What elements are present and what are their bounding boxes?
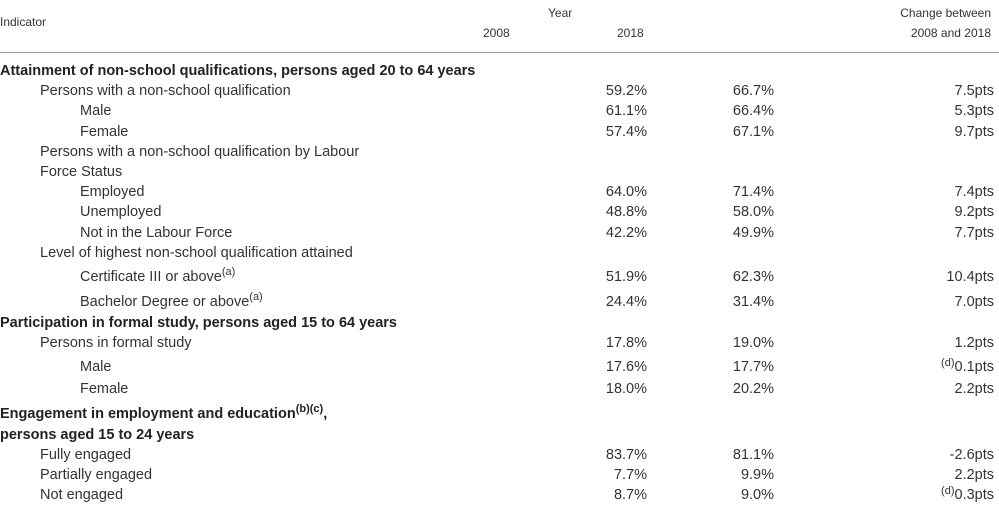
change-value: 2.2pts xyxy=(954,467,995,484)
value-2008: 59.2% xyxy=(605,83,647,100)
section-heading: Participation in formal study, persons a… xyxy=(0,315,397,332)
header-divider xyxy=(0,52,999,53)
value-2008: 7.7% xyxy=(613,467,647,484)
change-value: 10.4pts xyxy=(946,269,994,286)
table-row: Bachelor Degree or above(a) 24.4% 31.4% … xyxy=(0,288,999,313)
change-value: 7.5pts xyxy=(954,83,995,100)
value-2008: 83.7% xyxy=(605,446,647,463)
value-2018: 31.4% xyxy=(732,294,774,311)
table-row: Certificate III or above(a) 51.9% 62.3% … xyxy=(0,263,999,288)
row-label: Certificate III or above(a) xyxy=(80,266,236,286)
change-value: 7.4pts xyxy=(954,184,995,201)
table-row: Persons with a non-school qualification … xyxy=(0,142,999,162)
value-2018: 67.1% xyxy=(732,123,774,140)
value-2018: 9.0% xyxy=(740,487,774,504)
table-row: Fully engaged 83.7% 81.1% -2.6pts xyxy=(0,445,999,465)
table-row: Male 17.6% 17.7% (d)0.1pts xyxy=(0,353,999,379)
table-row: Male 61.1% 66.4% 5.3pts xyxy=(0,101,999,121)
value-2018: 71.4% xyxy=(732,184,774,201)
table-row: Unemployed 48.8% 58.0% 9.2pts xyxy=(0,202,999,222)
value-2018: 62.3% xyxy=(732,269,774,286)
section-row: Engagement in employment and education(b… xyxy=(0,400,999,425)
row-label: Male xyxy=(80,359,112,376)
table-row: Not in the Labour Force 42.2% 49.9% 7.7p… xyxy=(0,223,999,243)
value-2008: 17.8% xyxy=(605,335,647,352)
year-2018-header: 2018 xyxy=(617,26,644,40)
change-header-line2: 2008 and 2018 xyxy=(910,26,991,40)
footnote-marker: (a) xyxy=(249,291,263,304)
footnote-marker: (d) xyxy=(941,485,955,498)
change-value: 9.2pts xyxy=(954,204,995,221)
row-label: Persons with a non-school qualification … xyxy=(40,143,360,160)
table-row: Persons with a non-school qualification … xyxy=(0,81,999,101)
indicator-header: Indicator xyxy=(0,15,47,29)
row-label: Unemployed xyxy=(80,204,162,221)
value-2008: 64.0% xyxy=(605,184,647,201)
section-row: persons aged 15 to 24 years xyxy=(0,425,999,445)
year-2008-header: 2008 xyxy=(483,26,510,40)
footnote-marker: (b)(c) xyxy=(295,402,324,415)
value-2008: 18.0% xyxy=(605,381,647,398)
change-value: 2.2pts xyxy=(954,381,995,398)
change-value: 7.7pts xyxy=(954,224,995,241)
row-label: Female xyxy=(80,123,129,140)
row-label: Female xyxy=(80,381,129,398)
footnote-marker: (a) xyxy=(221,266,236,279)
value-2018: 66.7% xyxy=(732,83,774,100)
value-2008: 17.6% xyxy=(605,359,647,376)
change-value: 9.7pts xyxy=(954,123,995,140)
row-label: Male xyxy=(80,103,112,120)
table-row: Employed 64.0% 71.4% 7.4pts xyxy=(0,182,999,202)
value-2008: 57.4% xyxy=(605,123,647,140)
value-2018: 9.9% xyxy=(740,467,774,484)
value-2018: 49.9% xyxy=(732,224,774,241)
table-row: Female 57.4% 67.1% 9.7pts xyxy=(0,122,999,142)
change-value: -2.6pts xyxy=(949,446,994,463)
footnote-marker: (d) xyxy=(941,357,955,370)
value-2018: 81.1% xyxy=(732,446,774,463)
section-row: Attainment of non-school qualifications,… xyxy=(0,61,999,81)
change-value: (d)0.3pts xyxy=(941,485,994,504)
value-2018: 17.7% xyxy=(732,359,774,376)
table-row: Level of highest non-school qualificatio… xyxy=(0,243,999,263)
value-2018: 19.0% xyxy=(732,335,774,352)
value-2008: 48.8% xyxy=(605,204,647,221)
row-label: Force Status xyxy=(40,164,123,181)
change-header-line1: Change between xyxy=(900,6,991,20)
row-label: Persons with a non-school qualification xyxy=(40,83,291,100)
value-2018: 66.4% xyxy=(732,103,774,120)
value-2008: 8.7% xyxy=(613,487,647,504)
table-row: Not engaged 8.7% 9.0% (d)0.3pts xyxy=(0,485,999,506)
section-heading: Attainment of non-school qualifications,… xyxy=(0,63,476,79)
value-2008: 42.2% xyxy=(605,224,647,241)
indicators-table: Attainment of non-school qualifications,… xyxy=(0,61,999,506)
section-heading: persons aged 15 to 24 years xyxy=(0,426,195,443)
row-label: Persons in formal study xyxy=(40,335,192,352)
value-2018: 20.2% xyxy=(732,381,774,398)
row-label: Not in the Labour Force xyxy=(80,224,233,241)
change-value: 1.2pts xyxy=(954,335,995,352)
year-header: Year xyxy=(548,6,573,20)
section-heading: Engagement in employment and education(b… xyxy=(0,402,328,422)
value-2018: 58.0% xyxy=(732,204,774,221)
row-label: Fully engaged xyxy=(40,446,132,463)
table-row: Force Status xyxy=(0,162,999,182)
table-row: Persons in formal study 17.8% 19.0% 1.2p… xyxy=(0,333,999,353)
value-2008: 24.4% xyxy=(605,294,647,311)
value-2008: 51.9% xyxy=(605,269,647,286)
row-label: Level of highest non-school qualificatio… xyxy=(40,244,353,261)
change-value: 5.3pts xyxy=(954,103,995,120)
change-value: (d)0.1pts xyxy=(941,357,994,376)
table-row: Partially engaged 7.7% 9.9% 2.2pts xyxy=(0,465,999,485)
row-label: Not engaged xyxy=(40,487,124,504)
change-value: 7.0pts xyxy=(954,294,995,311)
row-label: Partially engaged xyxy=(40,467,153,484)
row-label: Bachelor Degree or above(a) xyxy=(80,291,263,311)
row-label: Employed xyxy=(80,184,145,201)
value-2008: 61.1% xyxy=(605,103,647,120)
table-row: Female 18.0% 20.2% 2.2pts xyxy=(0,379,999,399)
section-row: Participation in formal study, persons a… xyxy=(0,313,999,333)
